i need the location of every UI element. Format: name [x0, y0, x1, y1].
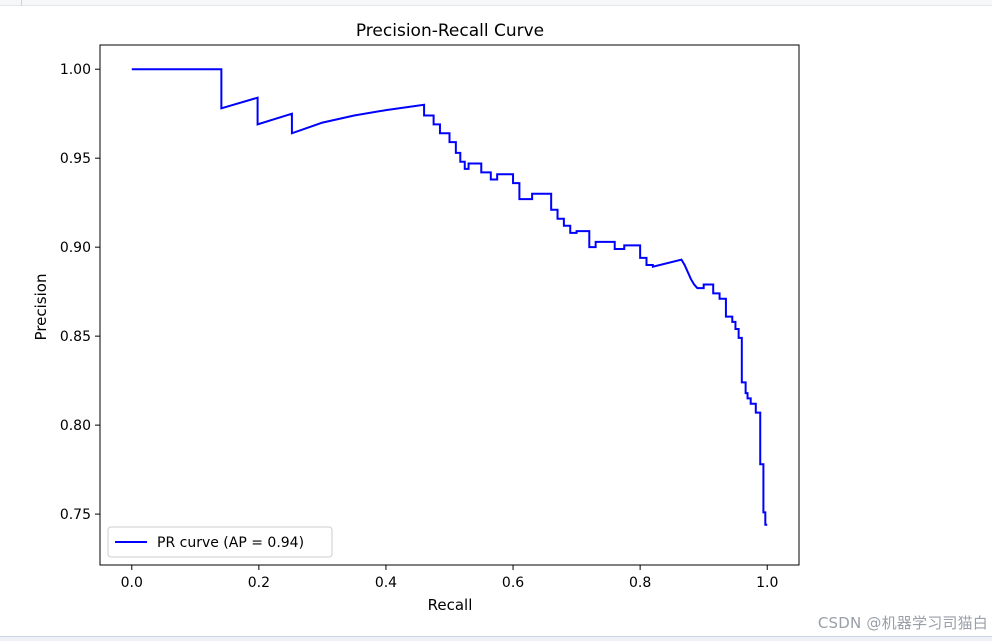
pr-curve-line [131, 68, 768, 526]
y-tick-label: 0.95 [60, 151, 91, 167]
bottom-border-strip [0, 636, 992, 641]
x-tick-label: 0.0 [121, 575, 143, 591]
top-border-edge [21, 0, 22, 6]
axes-frame [99, 44, 800, 566]
y-axis-ticks: 0.75 0.80 0.85 0.90 0.95 1.00 [60, 62, 100, 523]
y-tick-label: 0.90 [60, 240, 91, 256]
top-border-strip [0, 0, 992, 6]
y-axis-label: Precision [32, 274, 50, 341]
x-tick-label: 0.6 [502, 575, 524, 591]
y-tick-label: 0.75 [60, 507, 91, 523]
plot-area [131, 68, 768, 526]
y-tick-label: 1.00 [60, 62, 91, 78]
x-axis-ticks: 0.0 0.2 0.4 0.6 0.8 1.0 [121, 565, 778, 591]
legend: PR curve (AP = 0.94) [107, 526, 333, 558]
y-tick-label: 0.80 [60, 418, 91, 434]
x-axis-label: Recall [428, 596, 473, 614]
x-tick-label: 1.0 [756, 575, 778, 591]
x-tick-label: 0.4 [375, 575, 397, 591]
legend-label: PR curve (AP = 0.94) [157, 535, 304, 551]
y-tick-label: 0.85 [60, 329, 91, 345]
watermark: CSDN @机器学习司猫白 [817, 614, 988, 632]
chart-title: Precision-Recall Curve [356, 21, 544, 41]
x-tick-label: 0.2 [248, 575, 270, 591]
legend-box [107, 526, 333, 558]
x-tick-label: 0.8 [629, 575, 651, 591]
